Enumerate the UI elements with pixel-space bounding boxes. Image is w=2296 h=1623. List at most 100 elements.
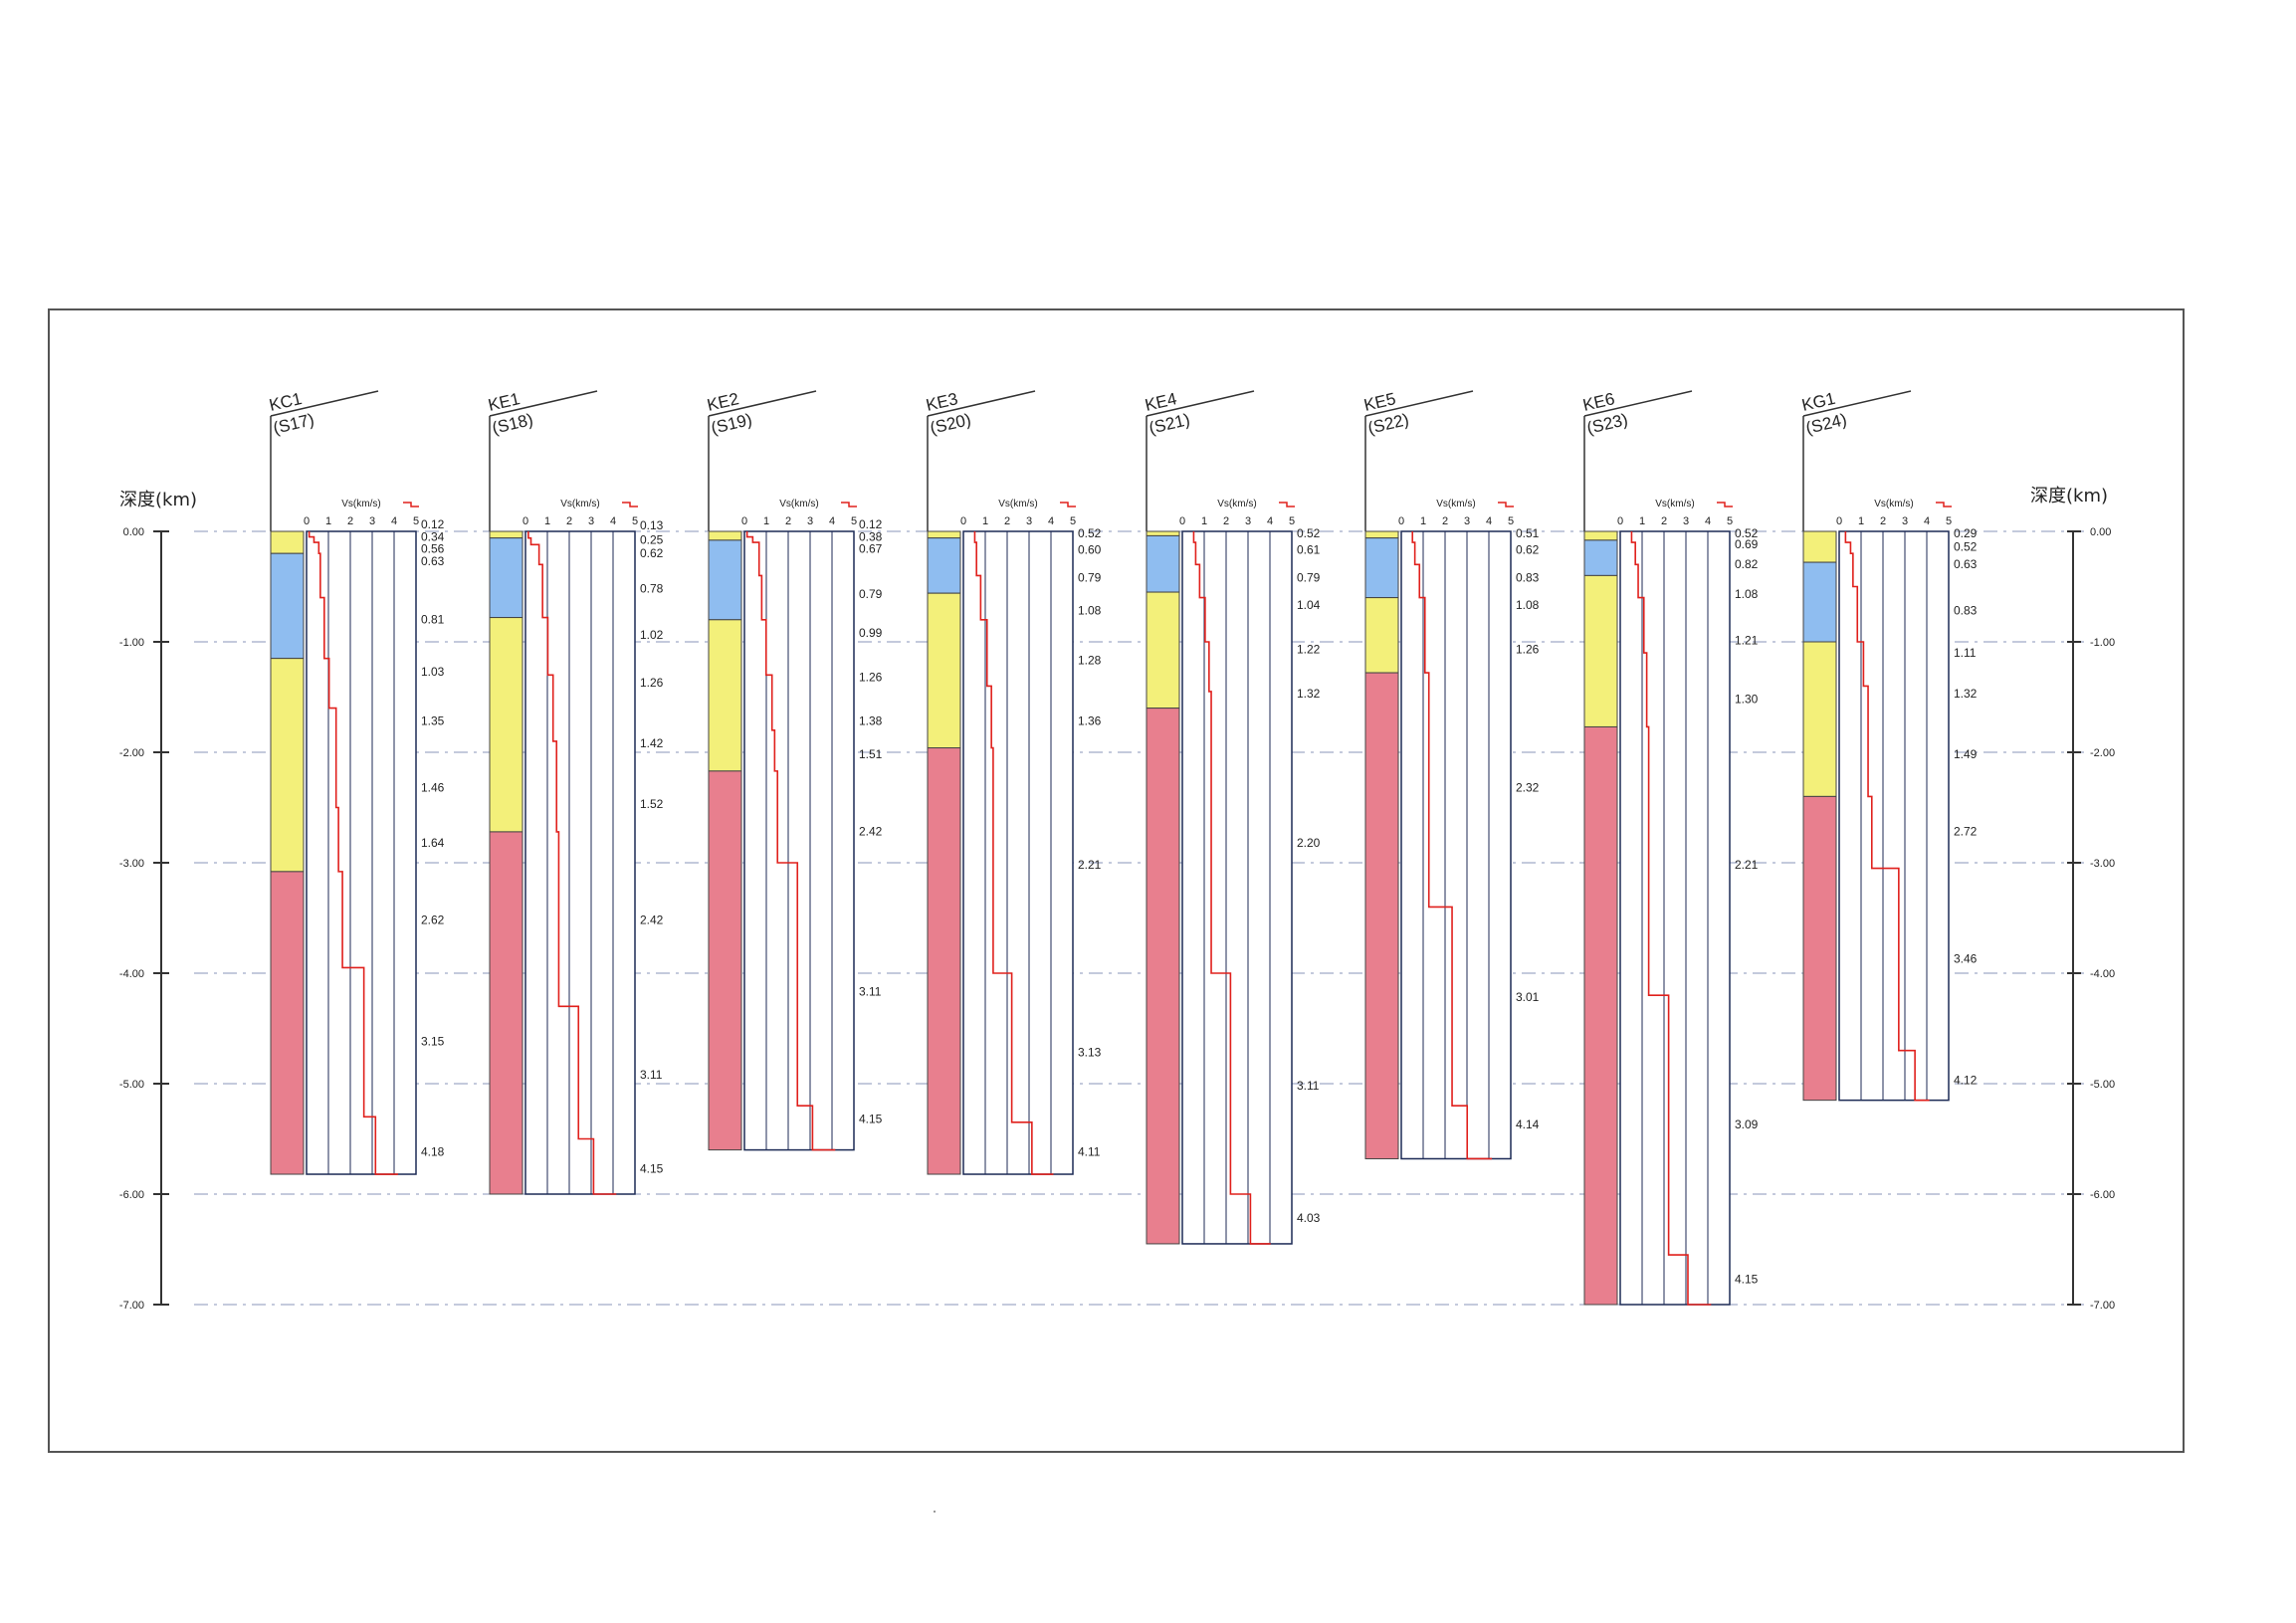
vs-profile-line (1411, 531, 1493, 1160)
vs-value-label: 1.26 (1516, 643, 1540, 657)
vs-value-label: 2.20 (1297, 836, 1321, 850)
vs-tick-label: 4 (1705, 515, 1711, 527)
vs-value-label: 0.79 (1078, 570, 1102, 584)
vs-value-label: 3.11 (859, 985, 882, 999)
layer-yellow (1146, 591, 1180, 710)
layer-yellow (1583, 530, 1618, 541)
vs-value-label: 1.03 (421, 665, 445, 679)
vs-tick-label: 4 (391, 515, 397, 527)
right-depth-tick-label: -6.00 (2090, 1189, 2115, 1201)
vs-profile-line (1844, 531, 1930, 1102)
vs-value-label: 0.79 (859, 587, 883, 601)
vs-value-label: 0.52 (1954, 539, 1978, 553)
layer-yellow (1802, 530, 1837, 563)
vs-legend-mark (1498, 502, 1514, 507)
vs-tick-label: 1 (763, 515, 769, 527)
station-slant-line (489, 390, 598, 417)
layer-yellow (708, 619, 742, 772)
vs-value-label: 4.15 (859, 1112, 883, 1125)
right-depth-tick-label: -2.00 (2090, 747, 2115, 759)
vs-tick-label: 0 (1617, 515, 1623, 527)
right-depth-tick-label: -1.00 (2090, 637, 2115, 649)
vs-value-label: 1.32 (1954, 687, 1978, 701)
vs-tick-label: 5 (413, 515, 419, 527)
layer-yellow (489, 530, 523, 539)
station-name: KE2 (706, 389, 741, 415)
vs-value-label: 1.08 (1516, 598, 1540, 612)
vs-value-label: 3.46 (1954, 951, 1978, 965)
vs-grid-box (743, 530, 855, 1151)
vs-value-label: 3.13 (1078, 1046, 1102, 1060)
vs-tick-label: 3 (1464, 515, 1470, 527)
vs-axis-label: Vs(km/s) (1655, 499, 1694, 509)
layer-red (270, 871, 305, 1175)
layer-yellow (1364, 597, 1399, 674)
vs-value-label: 0.69 (1735, 537, 1759, 551)
vs-profile-line (1192, 531, 1271, 1245)
vs-profile-line (308, 531, 398, 1175)
vs-value-label: 1.32 (1297, 687, 1321, 701)
vs-value-label: 1.35 (421, 714, 445, 728)
vs-legend-mark (1936, 502, 1952, 507)
left-depth-tick-label: -2.00 (119, 747, 144, 759)
vs-tick-label: 1 (544, 515, 550, 527)
vs-value-label: 0.52 (1735, 526, 1759, 540)
vs-value-label: 4.18 (421, 1145, 445, 1159)
vs-value-label: 0.52 (1297, 526, 1321, 540)
vs-grid-box (306, 530, 417, 1175)
vs-value-label: 4.14 (1516, 1117, 1540, 1131)
station-name: KE6 (1581, 389, 1617, 415)
right-depth-tick-label: -7.00 (2090, 1300, 2115, 1312)
station-name: KC1 (268, 389, 305, 415)
vs-tick-label: 5 (1508, 515, 1514, 527)
vs-tick-label: 2 (1661, 515, 1667, 527)
vs-tick-label: 4 (1267, 515, 1273, 527)
vs-tick-label: 0 (522, 515, 528, 527)
vs-tick-label: 1 (1639, 515, 1645, 527)
right-depth-tick-label: -5.00 (2090, 1079, 2115, 1091)
vs-profile-line (745, 531, 836, 1151)
vs-tick-label: 2 (1442, 515, 1448, 527)
vs-tick-label: 4 (1924, 515, 1930, 527)
vs-value-label: 0.79 (1297, 570, 1321, 584)
layer-yellow (927, 530, 961, 539)
vs-tick-label: 3 (369, 515, 375, 527)
vs-tick-label: 5 (632, 515, 638, 527)
vs-tick-label: 5 (851, 515, 857, 527)
vs-axis-label: Vs(km/s) (560, 499, 599, 509)
station-name: KE1 (487, 389, 522, 415)
layer-red (489, 831, 523, 1195)
vs-tick-label: 0 (741, 515, 747, 527)
vs-value-label: 1.30 (1735, 693, 1759, 707)
vs-tick-label: 2 (785, 515, 791, 527)
vs-tick-label: 1 (1420, 515, 1426, 527)
vs-tick-label: 3 (1245, 515, 1251, 527)
layer-yellow (270, 658, 305, 873)
vs-value-label: 4.12 (1954, 1073, 1978, 1087)
layer-blue (1146, 534, 1180, 593)
vs-value-label: 1.08 (1078, 604, 1102, 618)
vs-tick-label: 3 (1902, 515, 1908, 527)
vs-tick-label: 1 (982, 515, 988, 527)
vs-value-label: 0.83 (1954, 604, 1978, 618)
vs-value-label: 0.63 (421, 554, 445, 568)
layer-red (1146, 708, 1180, 1245)
vs-value-label: 3.01 (1516, 990, 1540, 1004)
vs-value-label: 4.15 (1735, 1272, 1759, 1286)
vs-axis-label: Vs(km/s) (779, 499, 818, 509)
vs-value-label: 0.61 (1297, 543, 1321, 557)
vs-value-label: 0.52 (1078, 526, 1102, 540)
vs-tick-label: 5 (1070, 515, 1076, 527)
left-depth-tick-label: -3.00 (119, 858, 144, 870)
vs-tick-label: 3 (588, 515, 594, 527)
left-depth-tick-label: -4.00 (119, 968, 144, 980)
vs-value-label: 0.62 (1516, 543, 1540, 557)
vs-value-label: 1.26 (859, 670, 883, 684)
vs-grid-box (1619, 530, 1731, 1306)
station-slant-line (1583, 390, 1693, 417)
station-slant-line (1146, 390, 1255, 417)
layer-yellow (1146, 530, 1180, 536)
vs-tick-label: 5 (1946, 515, 1952, 527)
vs-value-label: 1.22 (1297, 643, 1321, 657)
station-name: KE3 (925, 389, 960, 415)
